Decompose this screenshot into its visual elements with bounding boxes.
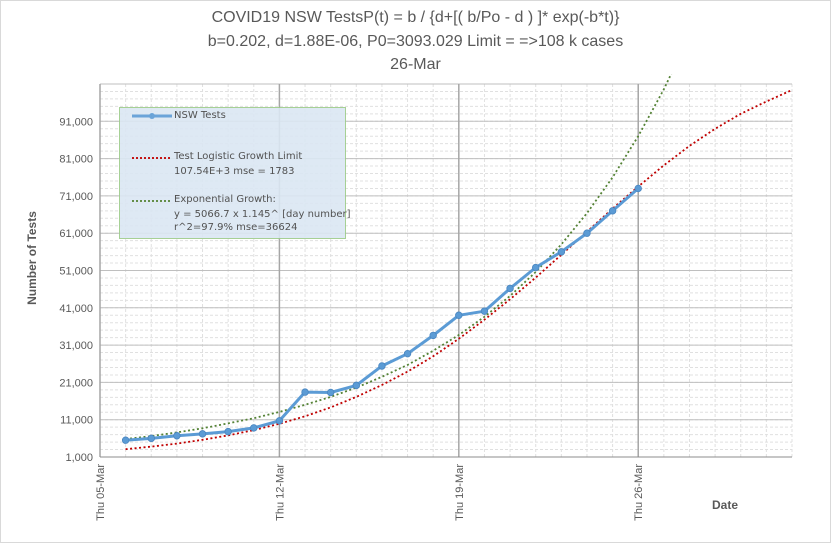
y-tick-label: 31,000 [59,340,93,352]
data-point-nsw-tests [378,362,386,370]
data-point-nsw-tests [506,284,514,293]
data-point-nsw-tests [352,381,360,390]
y-tick-label: 71,000 [59,191,93,203]
y-tick-label: 81,000 [59,154,93,166]
series-layer [121,74,792,451]
legend-label-logistic: Test Logistic Growth Limit [174,151,303,162]
x-axis-title: Date [712,498,738,512]
chart-title-line-3: 26-Mar [390,56,441,73]
legend-detail-logistic: 107.54E+3 mse = 1783 [174,166,295,177]
y-tick-label: 21,000 [59,377,93,389]
chart-legend: NSW Tests Test Logistic Growth Limit 107… [119,107,351,239]
data-point-nsw-tests [198,430,207,438]
y-tick-label: 61,000 [59,228,93,240]
y-tick-label: 41,000 [59,303,93,315]
data-point-nsw-tests [455,311,463,319]
data-point-nsw-tests [250,424,258,432]
data-point-nsw-tests [480,307,489,315]
legend-marker-nsw-tests [132,113,172,119]
data-point-nsw-tests [224,427,232,436]
y-tick-label: 11,000 [60,415,93,427]
y-axis-ticks: 1,000 11,000 21,000 31,000 41,000 51,000 61,00… [59,116,93,464]
data-point-nsw-tests [557,248,566,256]
data-point-nsw-tests [301,388,309,396]
legend-label-exponential: Exponential Growth: [174,194,276,205]
data-point-nsw-tests [173,432,181,440]
x-axis-ticks: Thu 05-Mar Thu 12-Mar Thu 19-Mar Thu 26-Mar [95,464,645,521]
data-point-nsw-tests [634,184,642,193]
legend-marker-logistic [132,157,172,159]
data-point-nsw-tests [532,263,540,272]
legend-label-nsw-tests: NSW Tests [174,110,226,121]
data-point-nsw-tests [275,417,284,425]
y-tick-label: 51,000 [59,266,93,278]
chart-title-line-2: b=0.202, d=1.88E-06, P0=3093.029 Limit =… [207,33,624,50]
data-point-nsw-tests [583,229,591,237]
y-tick-label: 1,000 [65,452,93,464]
legend-detail-exponential-fit: r^2=97.9% mse=36624 [174,222,298,233]
series-line-test-logistic-growth-limit [125,89,792,451]
y-tick-label: 91,000 [59,116,93,128]
grid-lines [99,83,793,458]
legend-detail-exponential-eq: y = 5066.7 x 1.145^ [day number] [174,209,351,220]
chart-title-line-1: COVID19 NSW TestsP(t) = b / {d+[( b/Po -… [211,9,620,26]
data-point-nsw-tests [429,331,437,340]
series-line-exponential-growth [125,74,673,440]
legend-marker-exponential [132,200,172,202]
data-point-nsw-tests [403,349,412,358]
data-point-nsw-tests [326,388,335,397]
x-tick-label: Thu 05-Mar [95,464,107,521]
data-point-nsw-tests [147,434,155,443]
data-point-nsw-tests [608,207,617,215]
x-tick-label: Thu 12-Mar [274,464,286,521]
x-tick-label: Thu 19-Mar [454,464,466,521]
x-tick-label: Thu 26-Mar [633,464,645,521]
data-point-nsw-tests [121,436,130,444]
y-axis-title: Number of Tests [25,211,39,305]
